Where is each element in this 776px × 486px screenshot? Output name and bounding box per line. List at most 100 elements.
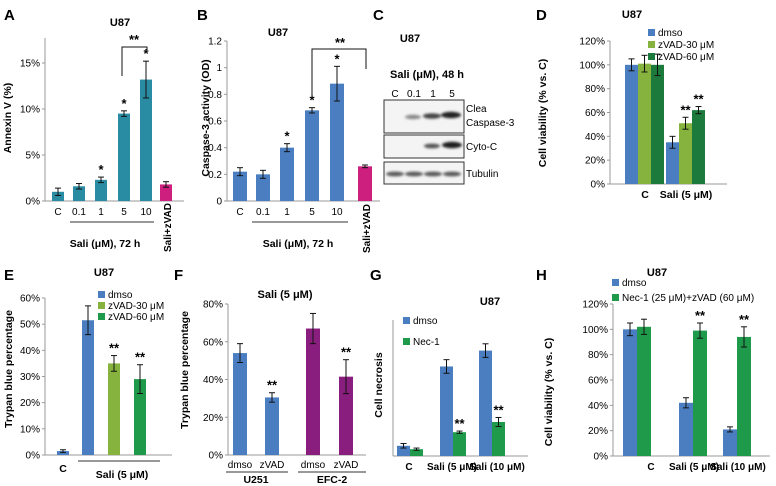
- panel-h-bar: [623, 329, 637, 456]
- panel-g-category: Sali (5 μM): [427, 462, 477, 473]
- panel-a-ytick-label: 0%: [26, 197, 41, 208]
- panel-b-plot: 0 0.2 0.4 0.6 0.8 1 1.2 C 0.1 * 1 * 5 * 10 Sali+zVAD **: [208, 35, 380, 253]
- panel-f-group: EFC-2: [317, 474, 347, 486]
- panel-b-xlabel: Sali (μM), 72 h: [263, 238, 334, 250]
- panel-e-category: C: [59, 463, 67, 475]
- blot-label-caspase3-b: Caspase-3: [466, 118, 515, 129]
- panel-f-significance: **: [267, 378, 278, 393]
- blot-box-tubulin: [383, 161, 465, 185]
- panel-b: B U87 Caspase-3 activity (OD) 0 0.2 0.4 0.6…: [197, 7, 380, 253]
- panel-f-letter: F: [174, 267, 183, 284]
- panel-e-bar: [108, 363, 120, 455]
- band-tubulin-lane4: [443, 171, 461, 177]
- panel-d-ylabel: Cell viability (% vs. C): [537, 59, 549, 168]
- panel-b-title: U87: [268, 27, 288, 39]
- panel-b-letter: B: [197, 7, 208, 24]
- panel-a-ytick-label: 5%: [26, 151, 41, 162]
- blot-bands: [386, 111, 462, 177]
- panel-g-legend-swatch: [403, 338, 410, 345]
- blot-lane-label: 5: [449, 89, 455, 100]
- panel-f-bar: [306, 328, 320, 455]
- panel-e-bar: [134, 379, 146, 455]
- panel-h-significance: **: [695, 308, 706, 323]
- panel-h-category: Sali (5 μM): [669, 462, 719, 473]
- panel-h-plot: 0% 20% 40% 60% 80% 100% 120% ** ** C Sali (5 μM)Sa…: [582, 278, 770, 473]
- panel-h-category: C: [647, 462, 654, 473]
- blot-condition: Sali (μM), 48 h: [390, 69, 464, 81]
- panel-f-title: Sali (5 μM): [257, 289, 312, 301]
- panel-f-ytick-label: 20%: [203, 413, 223, 424]
- panel-e-ytick-label: 60%: [20, 294, 40, 305]
- panel-g-significance: **: [493, 402, 504, 417]
- panel-a-category: 1: [98, 207, 104, 218]
- blot-label-caspase3-a: Clea: [466, 104, 487, 115]
- panel-e: E U87 Trypan blue percentage 0% 10% 20% 30%…: [3, 267, 172, 481]
- panel-a-ytick-label: 10%: [20, 105, 40, 116]
- panel-a-bar: [160, 184, 172, 201]
- panel-b-significance: *: [284, 129, 290, 144]
- panel-h-bar: [693, 330, 707, 456]
- panel-e-legend-label: zVAD-60 μM: [108, 312, 164, 323]
- panel-c-title: U87: [400, 33, 420, 45]
- panel-d-ytick-label: 100%: [579, 60, 605, 71]
- panel-b-ytick-label: 0.4: [208, 143, 222, 154]
- panel-f-plot: 0% 20% 40% 60% 80% dmso ** zVAD dmso ** zVAD U251 EF…: [203, 300, 366, 486]
- band-tubulin-lane1: [386, 171, 404, 177]
- blot-box-cytoc: [383, 134, 465, 159]
- panel-a-significance: *: [98, 162, 104, 177]
- panel-h-legend-swatch: [612, 294, 619, 301]
- panel-h-legend-label: dmso: [622, 278, 647, 289]
- panel-e-letter: E: [4, 267, 14, 284]
- panel-a-bar: [140, 79, 152, 201]
- panel-e-ytick-label: 20%: [20, 398, 40, 409]
- band-tubulin-lane3: [424, 171, 442, 177]
- panel-d-ytick-label: 80%: [585, 84, 605, 95]
- panel-a-bar: [118, 113, 130, 201]
- panel-a-xlabel: Sali (μM), 72 h: [70, 238, 141, 250]
- panel-a-bar: [95, 179, 107, 201]
- band-cytoc-lane3: [424, 143, 440, 149]
- panel-f-ytick-label: 60%: [203, 337, 223, 348]
- panel-d-bar: [679, 123, 692, 184]
- panel-e-significance: **: [109, 341, 120, 356]
- panel-b-ytick-label: 1: [216, 63, 222, 74]
- panel-d-significance: **: [680, 102, 691, 117]
- panel-b-category: 1: [284, 207, 290, 218]
- panel-g-legend-label: dmso: [413, 316, 438, 327]
- blot-label-tubulin: Tubulin: [466, 169, 498, 180]
- panel-e-legend-swatch: [98, 313, 105, 320]
- panel-a-letter: A: [4, 7, 15, 24]
- panel-g-bar: [492, 422, 505, 456]
- panel-h-bar: [723, 429, 737, 456]
- blot-lane-label: 0.1: [407, 89, 421, 100]
- panel-h-ylabel: Cell viability (% vs. C): [543, 338, 555, 447]
- panel-d-category: Sali (5 μM): [660, 189, 713, 201]
- panel-c: C U87 Sali (μM), 48 h C 0.1 1 5 Clea Caspas…: [373, 7, 515, 185]
- panel-f-ylabel: Trypan blue percentage: [179, 311, 191, 429]
- panel-e-ytick-label: 0%: [26, 451, 41, 462]
- panel-d-legend-swatch: [648, 29, 655, 36]
- panel-f-ytick-label: 40%: [203, 375, 223, 386]
- panel-g-bar: [453, 432, 466, 456]
- panel-b-significance: *: [309, 93, 315, 108]
- panel-a-ylabel: Annexin V (%): [2, 83, 14, 154]
- panel-d-bar: [625, 64, 638, 184]
- panel-h-ytick-label: 80%: [588, 350, 608, 361]
- panel-e-bar: [82, 320, 94, 455]
- panel-e-ytick-label: 10%: [20, 424, 40, 435]
- panel-h-category: Sali (10 μM): [710, 462, 766, 473]
- blot-lane-label: 1: [430, 89, 436, 100]
- panel-d-legend-label: zVAD-60 μM: [658, 52, 714, 63]
- panel-f-category: zVAD: [260, 460, 285, 471]
- panel-g-legend-label: Nec-1: [413, 337, 440, 348]
- panel-a-bar: [52, 191, 64, 201]
- panel-g-title: U87: [480, 296, 500, 308]
- panel-e-xlabel: Sali (5 μM): [96, 469, 149, 481]
- panel-h-legend-label: Nec-1 (25 μM)+zVAD (60 μM): [622, 293, 754, 304]
- panel-h-ytick-label: 40%: [588, 401, 608, 412]
- panel-a-category: C: [54, 207, 61, 218]
- panel-b-bracket: [311, 48, 367, 96]
- panel-h-ytick-label: 100%: [582, 325, 608, 336]
- panel-h-significance: **: [739, 312, 750, 327]
